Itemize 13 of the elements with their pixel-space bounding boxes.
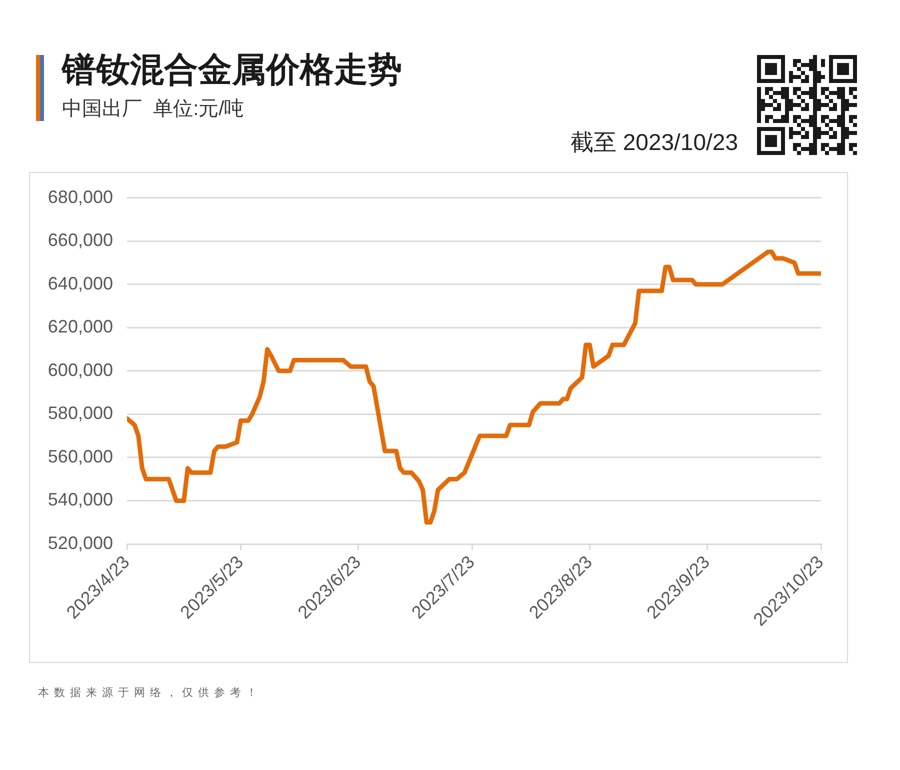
chart-title: 镨钕混合金属价格走势 xyxy=(62,50,402,90)
y-tick-label: 580,000 xyxy=(48,403,113,424)
text: 截至 2023/10/23 xyxy=(570,128,738,156)
y-tick-label: 600,000 xyxy=(48,360,113,380)
text: 本数据来源于网络，仅供参考！ xyxy=(38,686,262,700)
y-tick-label: 660,000 xyxy=(48,230,113,250)
y-tick-label: 520,000 xyxy=(48,532,113,553)
chart-subtitle: 中国出厂 单位:元/吨 xyxy=(62,97,244,121)
y-tick-label: 540,000 xyxy=(48,490,113,510)
y-tick-label: 560,000 xyxy=(48,446,113,466)
y-tick-label: 680,000 xyxy=(48,186,113,207)
y-tick-label: 640,000 xyxy=(48,273,113,294)
y-tick-label: 620,000 xyxy=(48,316,113,337)
